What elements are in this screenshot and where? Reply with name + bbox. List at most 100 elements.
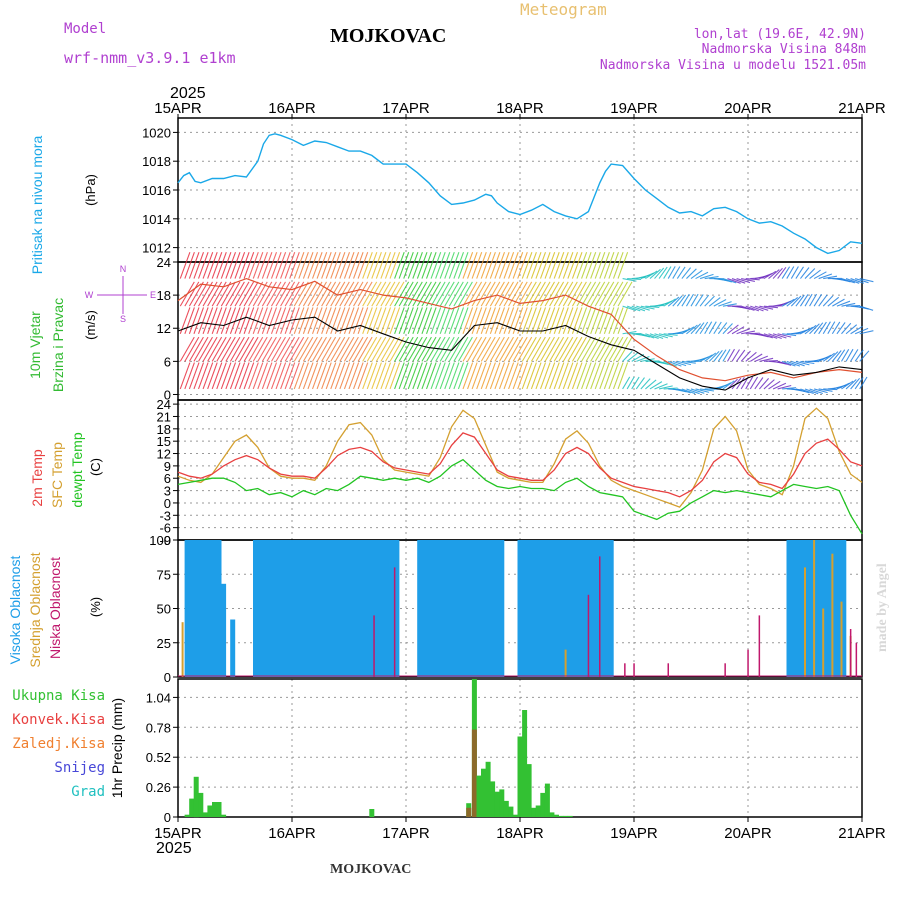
cloud-bar bbox=[221, 583, 227, 677]
wind-barb bbox=[521, 336, 537, 362]
wind-barb bbox=[498, 252, 510, 279]
wind-barb bbox=[636, 305, 650, 311]
wind-barb bbox=[649, 333, 664, 340]
temperature-ytick-label: 0 bbox=[164, 496, 171, 511]
wind-barb bbox=[699, 273, 714, 280]
wind-barb bbox=[759, 333, 773, 339]
wind-barb bbox=[608, 307, 620, 334]
cloud-bar bbox=[385, 540, 391, 677]
wind-barb bbox=[457, 252, 469, 279]
cloud-bar bbox=[394, 540, 400, 677]
wind-barb bbox=[371, 252, 382, 279]
wind-barb bbox=[266, 307, 278, 334]
wind-barb bbox=[471, 307, 483, 334]
wind-barb bbox=[590, 362, 601, 390]
cloud-bar bbox=[595, 540, 600, 677]
wind-barb bbox=[626, 352, 639, 362]
wind-barb bbox=[179, 362, 191, 390]
wind-barb bbox=[403, 362, 414, 390]
wind-barb bbox=[617, 336, 633, 362]
wind-ylabel-1: 10m Vjetar bbox=[27, 311, 43, 379]
wind-barb bbox=[809, 323, 820, 335]
cloud-bar bbox=[207, 540, 213, 677]
wind-barb bbox=[421, 336, 437, 362]
cloud-bar bbox=[832, 540, 838, 677]
wind-barb bbox=[457, 362, 469, 390]
wind-barb bbox=[571, 281, 587, 307]
date-label-bottom: 19APR bbox=[610, 825, 658, 842]
wind-barb bbox=[421, 252, 433, 279]
wind-barb bbox=[444, 362, 455, 390]
cloud-bar bbox=[485, 540, 491, 677]
wind-barb bbox=[457, 281, 473, 307]
wind-barb bbox=[741, 330, 756, 335]
wind-barb bbox=[416, 252, 428, 279]
wind-barb bbox=[184, 252, 195, 279]
wind-barb bbox=[330, 307, 341, 334]
wind-barb bbox=[453, 281, 469, 307]
wind-barb bbox=[216, 336, 232, 362]
wind-barb bbox=[193, 362, 205, 390]
wind-barb bbox=[553, 336, 569, 362]
wind-barb bbox=[631, 376, 640, 390]
cloud-bar bbox=[809, 540, 815, 677]
wind-barb bbox=[499, 281, 514, 307]
precip-bar bbox=[499, 789, 505, 817]
wind-barb bbox=[690, 269, 703, 280]
wind-barb bbox=[841, 302, 856, 307]
precip-bar bbox=[485, 761, 491, 817]
wind-barb bbox=[380, 281, 396, 307]
wind-barb bbox=[198, 336, 213, 362]
wind-barb bbox=[585, 281, 601, 307]
cloud-bar bbox=[312, 540, 318, 677]
wind-barb bbox=[207, 252, 218, 279]
precip-bar bbox=[202, 812, 208, 817]
wind-barb bbox=[585, 362, 597, 390]
wind-barb bbox=[727, 324, 739, 335]
wind-barb bbox=[485, 252, 496, 279]
cloud-bar bbox=[316, 540, 322, 677]
wind-barb bbox=[768, 380, 781, 390]
wind-barb bbox=[211, 252, 223, 279]
wind-barb bbox=[526, 362, 537, 390]
wind-barb bbox=[827, 296, 840, 307]
wind-barb bbox=[471, 252, 483, 279]
wind-ylabel-2: Brzina i Pravac bbox=[50, 298, 66, 392]
wind-barb bbox=[316, 307, 328, 334]
wind-barb bbox=[453, 252, 465, 279]
wind-barb bbox=[576, 252, 588, 279]
cloud-bar bbox=[800, 540, 806, 677]
wind-barb bbox=[713, 349, 723, 362]
wind-barb bbox=[567, 336, 583, 362]
cloud-bar bbox=[804, 540, 810, 677]
wind-barb bbox=[677, 388, 691, 394]
wind-barb bbox=[389, 362, 401, 390]
wind-barb bbox=[307, 336, 323, 362]
precip-bar bbox=[198, 792, 204, 817]
wind-barb bbox=[818, 321, 827, 335]
wind-barb bbox=[731, 278, 746, 284]
wind-barb bbox=[635, 377, 645, 390]
cloud-bar bbox=[326, 540, 331, 677]
cloud-bar bbox=[608, 540, 614, 677]
wind-barb bbox=[512, 252, 524, 279]
wind-barb bbox=[562, 252, 574, 279]
wind-barb bbox=[193, 336, 209, 362]
wind-barb bbox=[366, 307, 378, 334]
precip-bar bbox=[554, 814, 559, 817]
wind-barb bbox=[353, 281, 369, 307]
wind-barb bbox=[421, 307, 433, 334]
wind-barb bbox=[489, 362, 501, 390]
wind-barb bbox=[622, 350, 633, 362]
wind-barb bbox=[645, 379, 657, 390]
wind-barb bbox=[229, 307, 241, 334]
wind-barb bbox=[617, 307, 629, 334]
wind-barb bbox=[640, 378, 651, 390]
wind-barb bbox=[239, 307, 250, 334]
wind-barb bbox=[549, 252, 560, 279]
year-top: 2025 bbox=[170, 85, 206, 102]
wind-barb bbox=[389, 252, 401, 279]
precip-bar bbox=[503, 800, 509, 817]
wind-barb bbox=[257, 307, 268, 334]
wind-barb bbox=[476, 307, 487, 334]
